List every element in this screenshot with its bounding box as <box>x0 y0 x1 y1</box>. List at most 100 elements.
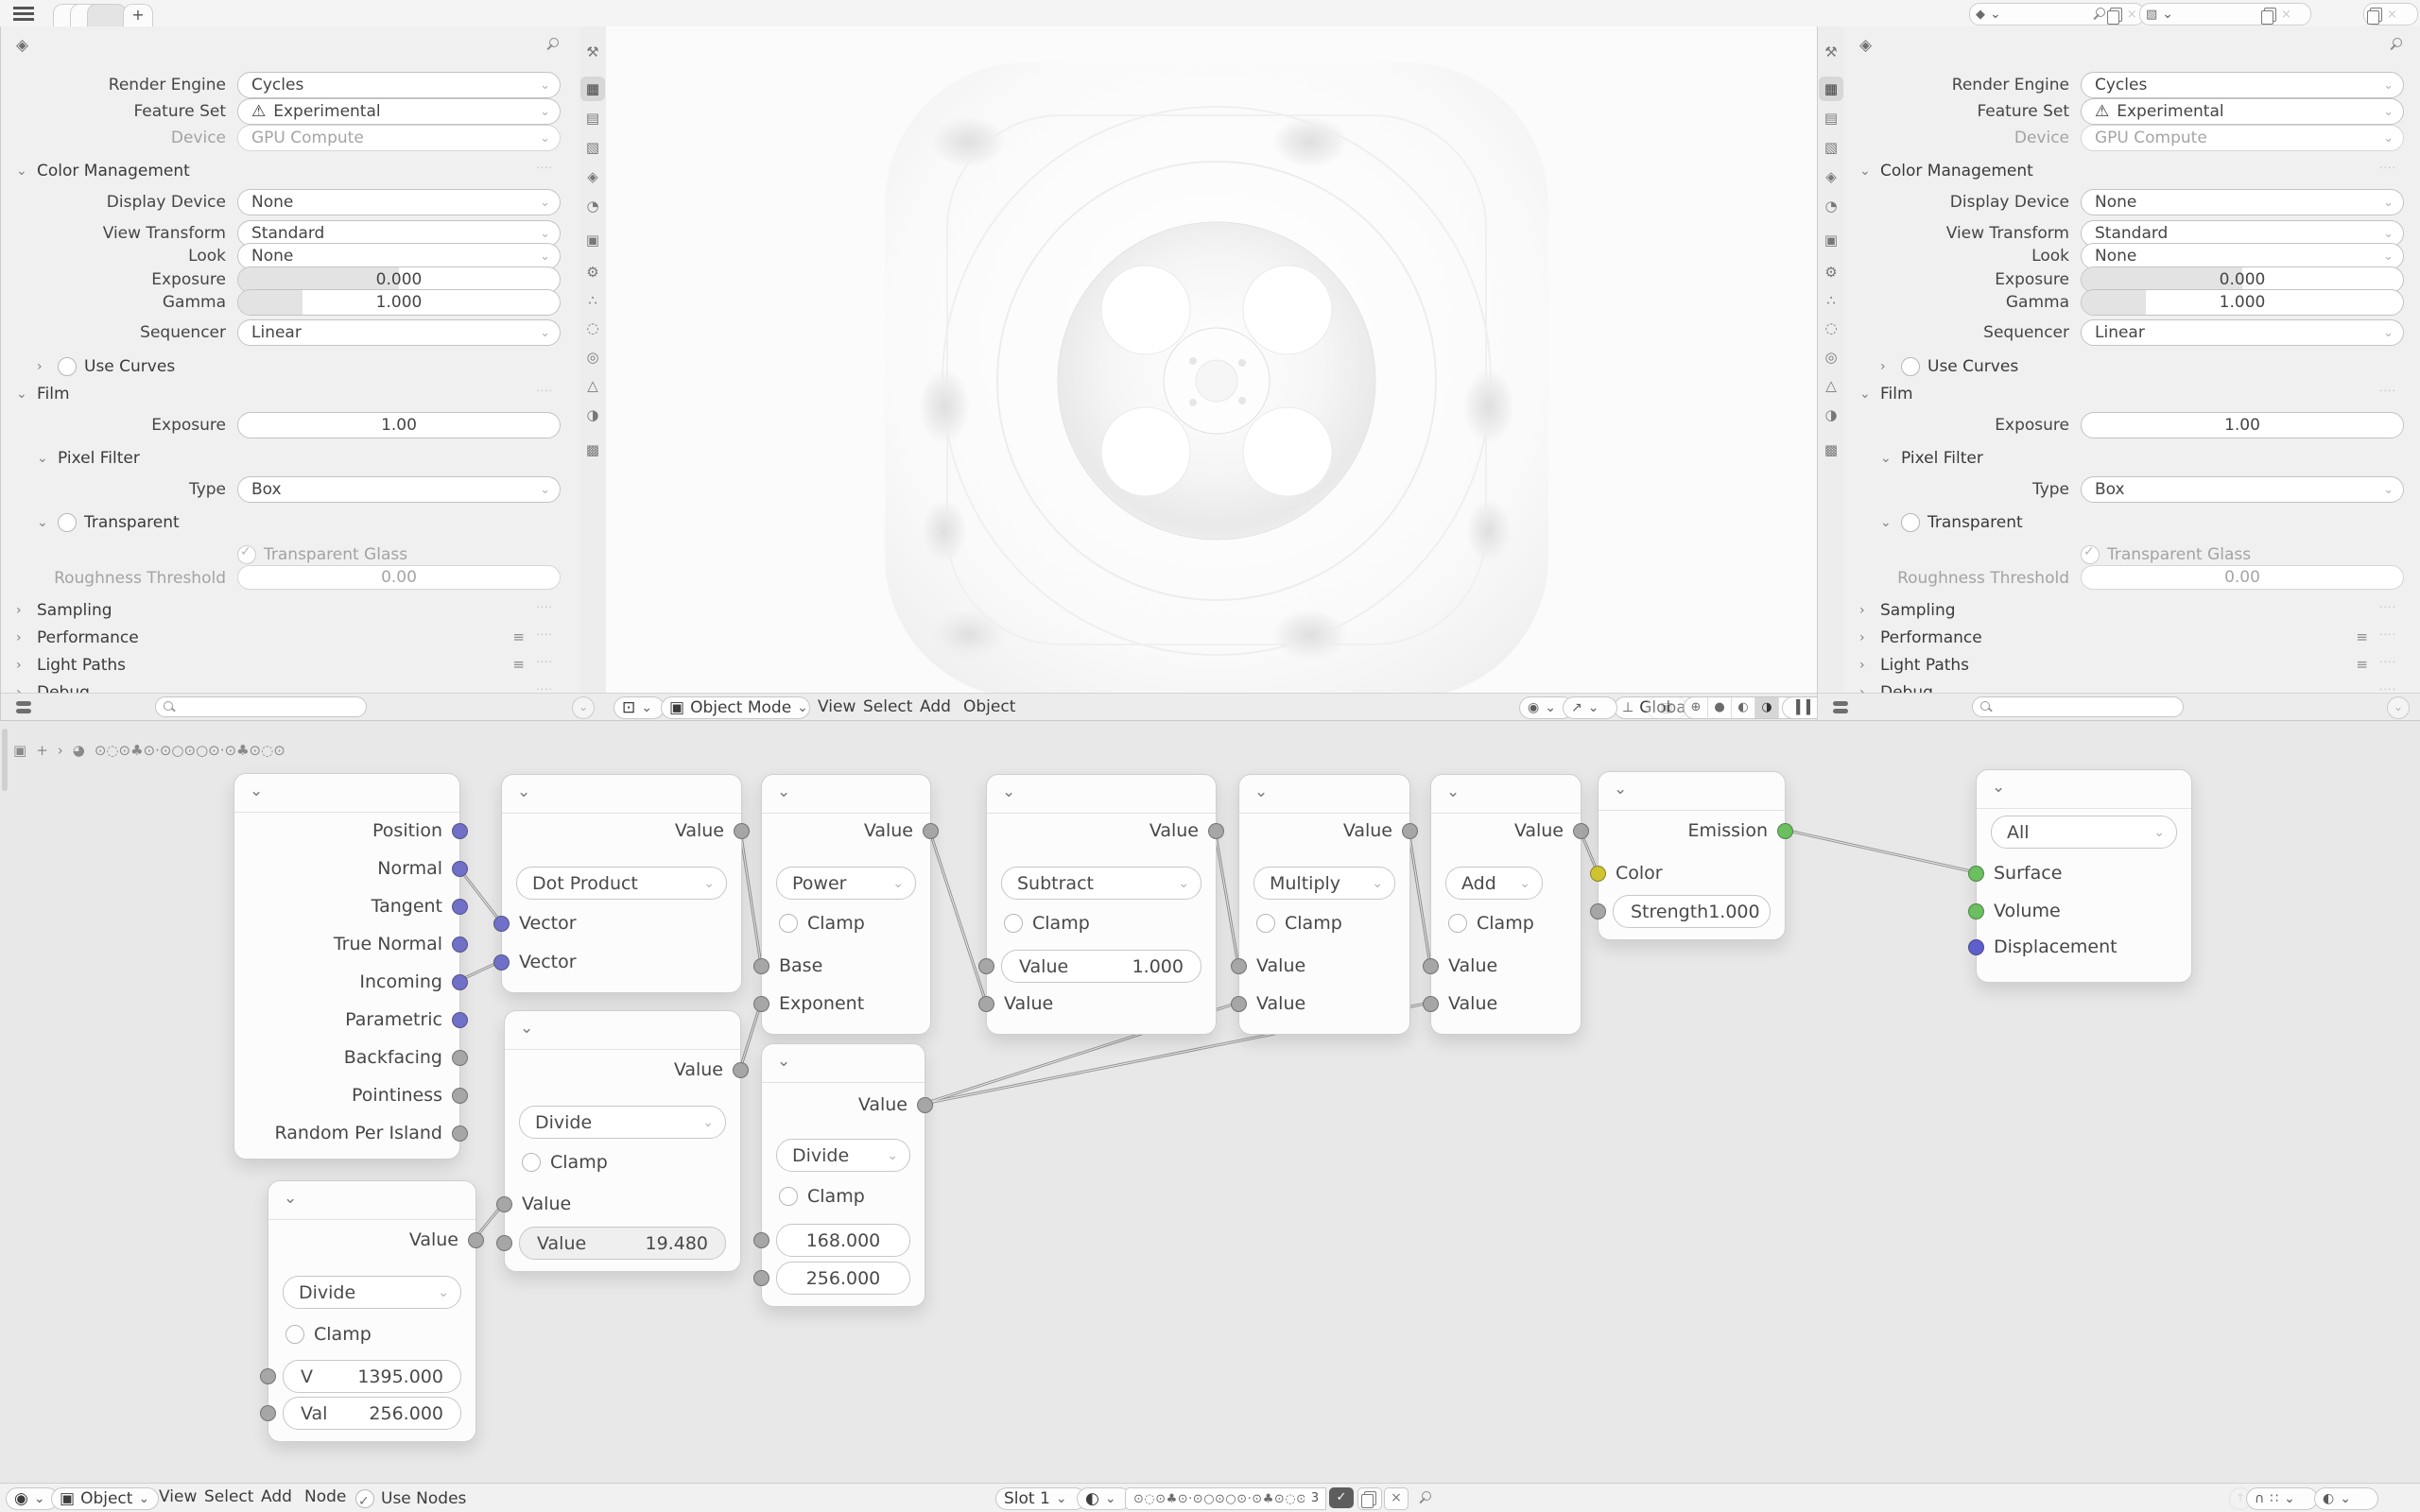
tab-scene[interactable]: ◈ <box>1819 164 1843 189</box>
clamp-checkbox[interactable] <box>1004 914 1023 933</box>
tab-particles[interactable]: ∴ <box>580 288 605 313</box>
drag-dots-icon[interactable]: ···· <box>536 628 553 641</box>
look-dropdown[interactable]: None ⌄ <box>2081 243 2404 269</box>
drag-dots-icon[interactable]: ···· <box>536 162 553 174</box>
clamp-checkbox[interactable] <box>522 1153 541 1172</box>
menu-add[interactable]: Add <box>261 1487 292 1506</box>
socket-true-normal[interactable] <box>452 936 468 953</box>
section-use-curves[interactable]: › Use Curves <box>1880 355 2018 378</box>
value-field[interactable]: 256.000 <box>776 1262 910 1295</box>
socket-value-out[interactable] <box>923 823 939 839</box>
socket-value-in-2[interactable] <box>260 1405 276 1421</box>
search-input[interactable] <box>155 696 367 717</box>
operation-dropdown[interactable]: Power ⌄ <box>776 867 916 900</box>
filter-icon[interactable] <box>16 701 31 706</box>
material-name-field[interactable]: ⊙◌⊙♣⊙·⊙○⊙○⊙·⊙♣⊙◌⊙ <box>1125 1487 1314 1510</box>
node-math-add[interactable]: ⌄ Value Add ⌄ Clamp Value Value <box>1423 774 1589 1035</box>
socket-strength-in[interactable] <box>1590 903 1606 919</box>
device-dropdown[interactable]: GPU Compute ⌄ <box>2081 125 2404 151</box>
clamp-checkbox[interactable] <box>1448 914 1467 933</box>
tab-scene[interactable]: ◈ <box>580 164 605 189</box>
shader-type-dropdown[interactable]: ▣ Object ⌄ <box>51 1487 159 1510</box>
sequencer-dropdown[interactable]: Linear ⌄ <box>237 319 561 346</box>
overlays-group[interactable]: ◐ ⌄ <box>2314 1487 2378 1510</box>
tab-world[interactable]: ◔ <box>1819 194 1843 218</box>
node-header[interactable]: ⌄ <box>762 1044 925 1083</box>
section-pixel-filter[interactable]: ⌄ Pixel Filter <box>37 447 140 470</box>
tab-material[interactable]: ◑ <box>580 403 605 427</box>
node-math-divide-2[interactable]: ⌄ Value Divide ⌄ Clamp 168.000 256.000 <box>753 1043 933 1307</box>
scene-name-field[interactable] <box>2006 7 2087 22</box>
list-icon[interactable]: ≡ <box>2356 656 2368 673</box>
gamma-slider[interactable]: 1.000 <box>2081 289 2404 316</box>
copy-icon[interactable] <box>2367 7 2382 25</box>
socket-value-in-2[interactable] <box>1423 996 1439 1012</box>
section-light-paths[interactable]: › Light Paths <box>1859 654 1969 677</box>
tab-output[interactable]: ▤ <box>580 106 605 130</box>
drag-dots-icon[interactable]: ···· <box>536 601 553 613</box>
view-layer-selector[interactable]: ▧ ⌄ × <box>2139 3 2311 26</box>
operation-dropdown[interactable]: Dot Product ⌄ <box>516 867 727 900</box>
section-color-management[interactable]: ⌄ Color Management <box>1859 160 2033 182</box>
operation-dropdown[interactable]: Add ⌄ <box>1445 867 1543 900</box>
socket-displacement-in[interactable] <box>1968 939 1984 955</box>
feature-set-dropdown[interactable]: ⚠ Experimental ⌄ <box>237 98 561 125</box>
scrollbar[interactable] <box>2 729 8 791</box>
socket-parametric[interactable] <box>452 1012 468 1028</box>
socket-value-out[interactable] <box>1573 823 1589 839</box>
options-chevron-button[interactable]: ⌄ <box>572 696 595 719</box>
workspace-tab-active[interactable] <box>87 4 127 27</box>
transparent-checkbox[interactable] <box>1901 513 1920 532</box>
feature-set-dropdown[interactable]: ⚠ Experimental ⌄ <box>2081 98 2404 125</box>
drag-dots-icon[interactable]: ···· <box>2379 683 2396 694</box>
socket-value-in[interactable] <box>1231 958 1247 974</box>
editor-type-button[interactable]: ◉ ⌄ <box>6 1487 59 1510</box>
value-field[interactable]: 168.000 <box>776 1224 910 1257</box>
socket-color-in[interactable] <box>1590 866 1606 882</box>
pin-icon[interactable] <box>2389 38 2402 51</box>
value-field[interactable]: Value 1.000 <box>1001 950 1201 983</box>
search-input[interactable] <box>1972 696 2184 717</box>
type-dropdown[interactable]: Box ⌄ <box>237 476 561 503</box>
section-performance[interactable]: › Performance <box>1859 627 1982 649</box>
menu-select[interactable]: Select <box>204 1487 254 1506</box>
tab-modifiers[interactable]: ⚙ <box>1819 260 1843 284</box>
shading-rendered-button[interactable]: ◑ <box>1755 697 1779 718</box>
tab-modifiers[interactable]: ⚙ <box>580 260 605 284</box>
socket-incoming[interactable] <box>452 974 468 990</box>
socket-tangent[interactable] <box>452 899 468 915</box>
socket-pointiness[interactable] <box>452 1088 468 1104</box>
shader-node-editor[interactable]: ▣ + › ◕ ⊙◌⊙♣⊙·⊙○⊙○⊙·⊙♣⊙◌⊙ <box>0 720 2420 1484</box>
operation-dropdown[interactable]: Divide ⌄ <box>776 1139 910 1172</box>
node-header[interactable]: ⌄ <box>268 1181 475 1220</box>
socket-backfacing[interactable] <box>452 1050 468 1066</box>
roughness-threshold-field[interactable]: 0.00 <box>2081 565 2404 590</box>
node-material-output[interactable]: ⌄ All ⌄ Surface Volume Displacement <box>1968 769 2192 983</box>
hamburger-menu-icon[interactable] <box>13 7 34 9</box>
viewport-3d[interactable]: ⊡ ⌄ ▣ Object Mode ⌄ View Select Add Object … <box>606 26 1912 720</box>
tab-world[interactable]: ◔ <box>580 194 605 218</box>
drag-dots-icon[interactable]: ···· <box>2379 628 2396 641</box>
clamp-checkbox[interactable] <box>285 1325 304 1344</box>
node-math-divide-1[interactable]: ⌄ Value Divide ⌄ Clamp Value Value 19.480 <box>496 1010 749 1272</box>
look-dropdown[interactable]: None ⌄ <box>237 243 561 269</box>
socket-value-out[interactable] <box>917 1097 933 1113</box>
filter-icon[interactable] <box>1833 701 1848 706</box>
snap-group[interactable]: ∩ ∷ ⌄ <box>2246 1487 2318 1510</box>
tab-texture[interactable]: ▩ <box>1819 438 1843 462</box>
target-dropdown[interactable]: All ⌄ <box>1991 816 2177 849</box>
shading-wireframe-button[interactable]: ⊕ <box>1685 697 1708 718</box>
options-chevron-button[interactable]: ⌄ <box>2387 696 2410 719</box>
value-field[interactable]: Value 19.480 <box>519 1227 726 1260</box>
node-header[interactable]: ⌄ <box>505 1011 740 1050</box>
socket-base[interactable] <box>753 958 769 974</box>
transparent-checkbox[interactable] <box>58 513 77 532</box>
node-vector-math[interactable]: ⌄ Value Dot Product ⌄ Vector Vector <box>493 774 750 993</box>
transparent-glass-checkbox[interactable] <box>237 544 256 564</box>
section-film[interactable]: ⌄ Film <box>1859 383 1913 405</box>
socket-emission-out[interactable] <box>1777 823 1793 839</box>
section-debug[interactable]: › Debug <box>1859 681 1933 694</box>
add-workspace-button[interactable]: + <box>123 4 153 27</box>
unlink-material-button[interactable]: × <box>1384 1487 1409 1510</box>
menu-add[interactable]: Add <box>920 697 951 716</box>
